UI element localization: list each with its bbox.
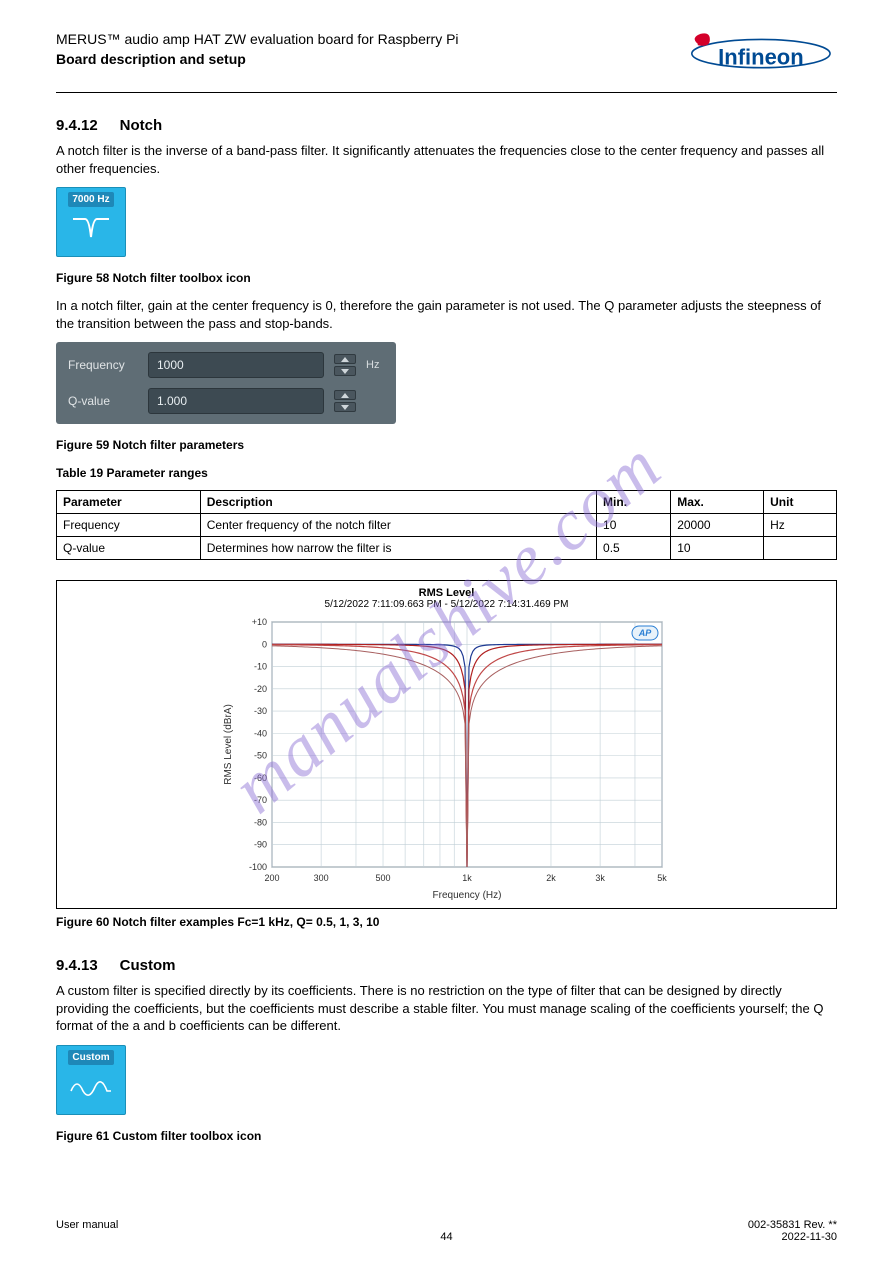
svg-text:-50: -50 <box>253 751 266 761</box>
svg-text:2k: 2k <box>546 873 556 883</box>
footer-left: User manual <box>56 1219 118 1243</box>
svg-text:0: 0 <box>261 639 266 649</box>
section-notch-heading: 9.4.12 Notch <box>56 117 837 134</box>
svg-text:RMS Level (dBrA): RMS Level (dBrA) <box>223 704 234 785</box>
table-header: Max. <box>671 491 764 514</box>
frequency-unit: Hz <box>366 359 384 371</box>
q-step-down[interactable] <box>334 402 356 412</box>
section-title: Notch <box>120 117 163 134</box>
frequency-stepper[interactable] <box>334 354 356 376</box>
freq-step-up[interactable] <box>334 354 356 364</box>
svg-text:5k: 5k <box>657 873 667 883</box>
svg-text:3k: 3k <box>595 873 605 883</box>
brand-logo: Infineon <box>677 30 837 88</box>
svg-text:-80: -80 <box>253 818 266 828</box>
table-cell: Determines how narrow the filter is <box>200 537 596 560</box>
table-cell: Hz <box>764 514 837 537</box>
section-custom-heading: 9.4.13 Custom <box>56 957 837 974</box>
notch-curve-icon <box>71 213 111 241</box>
svg-text:Infineon: Infineon <box>718 45 804 70</box>
svg-text:+10: +10 <box>251 617 266 627</box>
notch-para1: A notch filter is the inverse of a band-… <box>56 142 837 177</box>
svg-text:-100: -100 <box>248 862 266 872</box>
custom-toolbox-icon: Custom <box>56 1045 126 1115</box>
table-cell: Q-value <box>57 537 201 560</box>
footer-right-top: 002-35831 Rev. ** <box>748 1219 837 1231</box>
table-header: Min. <box>597 491 671 514</box>
svg-text:1k: 1k <box>462 873 472 883</box>
section-title-b: Custom <box>120 957 176 974</box>
svg-text:-70: -70 <box>253 795 266 805</box>
svg-text:-30: -30 <box>253 706 266 716</box>
notch-param-panel: Frequency Hz Q-value <box>56 342 396 424</box>
footer-right-bottom: 2022-11-30 <box>782 1231 837 1243</box>
chart-subtitle: 5/12/2022 7:11:09.663 PM - 5/12/2022 7:1… <box>63 599 830 610</box>
figure59-caption: Figure 59 Notch filter parameters <box>56 438 837 452</box>
custom-curve-icon <box>69 1071 113 1099</box>
svg-text:200: 200 <box>264 873 279 883</box>
svg-text:-60: -60 <box>253 773 266 783</box>
table-cell <box>764 537 837 560</box>
table-cell: 10 <box>597 514 671 537</box>
svg-text:-20: -20 <box>253 684 266 694</box>
table-header: Unit <box>764 491 837 514</box>
chart-title: RMS Level <box>63 587 830 599</box>
page-content: MERUS™ audio amp HAT ZW evaluation board… <box>0 0 893 1173</box>
infineon-logo-icon: Infineon <box>677 30 837 85</box>
svg-text:-10: -10 <box>253 662 266 672</box>
freq-step-down[interactable] <box>334 366 356 376</box>
qvalue-input[interactable] <box>148 388 324 414</box>
table-cell: 20000 <box>671 514 764 537</box>
figure61-caption: Figure 61 Custom filter toolbox icon <box>56 1129 837 1143</box>
table-row: FrequencyCenter frequency of the notch f… <box>57 514 837 537</box>
rms-level-chart: +10 0 -10 -20 -30 -40 -50 -60 -70 -80 -90 -100200 30… <box>217 612 677 902</box>
qvalue-row: Q-value <box>68 388 384 414</box>
custom-para1: A custom filter is specified directly by… <box>56 982 837 1035</box>
notch-para2: In a notch filter, gain at the center fr… <box>56 297 837 332</box>
table-header: Description <box>200 491 596 514</box>
page-header: MERUS™ audio amp HAT ZW evaluation board… <box>56 30 837 93</box>
q-step-up[interactable] <box>334 390 356 400</box>
svg-text:300: 300 <box>313 873 328 883</box>
section-number: 9.4.12 <box>56 117 116 134</box>
param-table: ParameterDescriptionMin.Max.Unit Frequen… <box>56 490 837 560</box>
frequency-input[interactable] <box>148 352 324 378</box>
header-line1: MERUS™ audio amp HAT ZW evaluation board… <box>56 30 459 50</box>
figure60-caption: Figure 60 Notch filter examples Fc=1 kHz… <box>56 915 837 929</box>
svg-text:AP: AP <box>637 628 651 638</box>
svg-text:-40: -40 <box>253 729 266 739</box>
custom-badge-label: Custom <box>68 1050 113 1065</box>
qvalue-label: Q-value <box>68 394 138 408</box>
section-number-b: 9.4.13 <box>56 957 116 974</box>
table-cell: 0.5 <box>597 537 671 560</box>
svg-text:-90: -90 <box>253 840 266 850</box>
svg-text:Frequency (Hz): Frequency (Hz) <box>432 890 501 901</box>
table-header: Parameter <box>57 491 201 514</box>
notch-badge-label: 7000 Hz <box>68 192 113 207</box>
table-row: Q-valueDetermines how narrow the filter … <box>57 537 837 560</box>
frequency-row: Frequency Hz <box>68 352 384 378</box>
table19-title: Table 19 Parameter ranges <box>56 466 837 480</box>
svg-text:500: 500 <box>375 873 390 883</box>
table-cell: Frequency <box>57 514 201 537</box>
notch-toolbox-icon: 7000 Hz <box>56 187 126 257</box>
frequency-label: Frequency <box>68 358 138 372</box>
figure58-caption: Figure 58 Notch filter toolbox icon <box>56 271 837 285</box>
table-cell: Center frequency of the notch filter <box>200 514 596 537</box>
table-cell: 10 <box>671 537 764 560</box>
header-line2: Board description and setup <box>56 50 459 70</box>
rms-chart-frame: RMS Level 5/12/2022 7:11:09.663 PM - 5/1… <box>56 580 837 909</box>
page-number: 44 <box>440 1231 452 1243</box>
qvalue-stepper[interactable] <box>334 390 356 412</box>
header-text: MERUS™ audio amp HAT ZW evaluation board… <box>56 30 459 69</box>
